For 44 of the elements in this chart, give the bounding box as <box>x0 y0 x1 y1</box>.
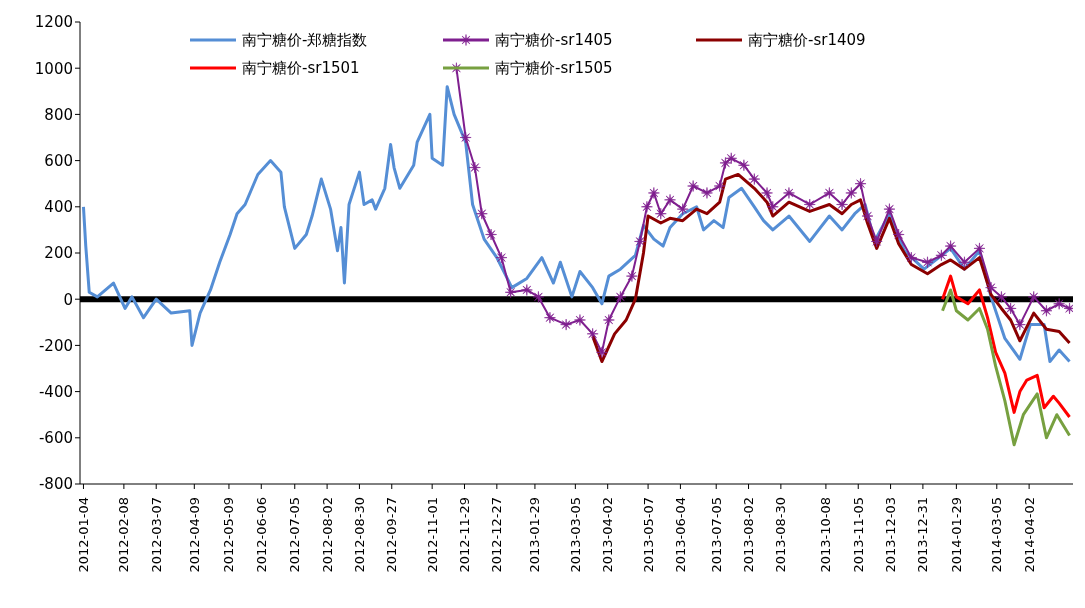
x-tick-label: 2014-01-29 <box>948 497 964 573</box>
y-tick-label: 1000 <box>34 59 73 78</box>
y-tick-label: 1200 <box>34 13 73 32</box>
x-tick-label: 2013-04-02 <box>600 497 616 573</box>
x-tick-label: 2012-02-08 <box>116 497 132 573</box>
x-tick-label: 2012-12-27 <box>489 497 505 573</box>
y-tick-label: 200 <box>44 244 73 263</box>
legend-label: 南宁糖价-sr1409 <box>748 30 866 50</box>
x-tick-label: 2013-10-08 <box>818 497 834 573</box>
x-tick-label: 2012-06-06 <box>253 497 269 573</box>
x-tick-label: 2013-08-30 <box>773 497 789 573</box>
y-tick-label: 800 <box>44 105 73 124</box>
x-tick-label: 2012-09-27 <box>384 497 400 573</box>
x-tick-label: 2012-05-09 <box>221 497 237 573</box>
x-tick-label: 2012-04-09 <box>186 497 202 573</box>
x-tick-label: 2013-11-05 <box>850 497 866 573</box>
x-tick-label: 2013-07-05 <box>708 497 724 573</box>
legend-label: 南宁糖价-sr1505 <box>495 58 613 78</box>
x-tick-label: 2014-04-02 <box>1021 497 1037 573</box>
y-tick-label: -800 <box>38 475 73 494</box>
legend-label: 南宁糖价-郑糖指数 <box>242 30 368 50</box>
x-tick-label: 2012-11-29 <box>457 497 472 573</box>
y-tick-label: 0 <box>63 290 73 309</box>
x-tick-label: 2012-11-01 <box>424 497 440 573</box>
x-tick-label: 2013-12-03 <box>883 497 899 573</box>
x-tick-label: 2012-08-02 <box>319 497 335 573</box>
y-tick-label: -400 <box>38 382 73 401</box>
x-tick-label: 2013-03-05 <box>567 497 583 573</box>
legend-label: 南宁糖价-sr1405 <box>495 30 613 50</box>
x-tick-label: 2012-01-04 <box>75 497 91 573</box>
legend-label: 南宁糖价-sr1501 <box>242 58 360 78</box>
x-tick-label: 2012-03-07 <box>148 497 164 573</box>
y-tick-label: 400 <box>44 198 73 217</box>
x-tick-label: 2014-03-05 <box>989 497 1005 573</box>
x-tick-label: 2013-08-02 <box>741 497 757 573</box>
y-tick-label: 600 <box>44 151 73 170</box>
x-tick-label: 2013-05-07 <box>640 497 656 573</box>
x-tick-label: 2013-12-31 <box>915 497 931 573</box>
y-tick-label: -200 <box>38 336 73 355</box>
y-tick-label: -600 <box>38 429 73 448</box>
x-tick-label: 2012-08-30 <box>351 497 367 573</box>
x-tick-label: 2013-01-29 <box>527 497 543 573</box>
x-tick-label: 2013-06-04 <box>672 497 688 573</box>
x-tick-label: 2012-07-05 <box>287 497 303 573</box>
